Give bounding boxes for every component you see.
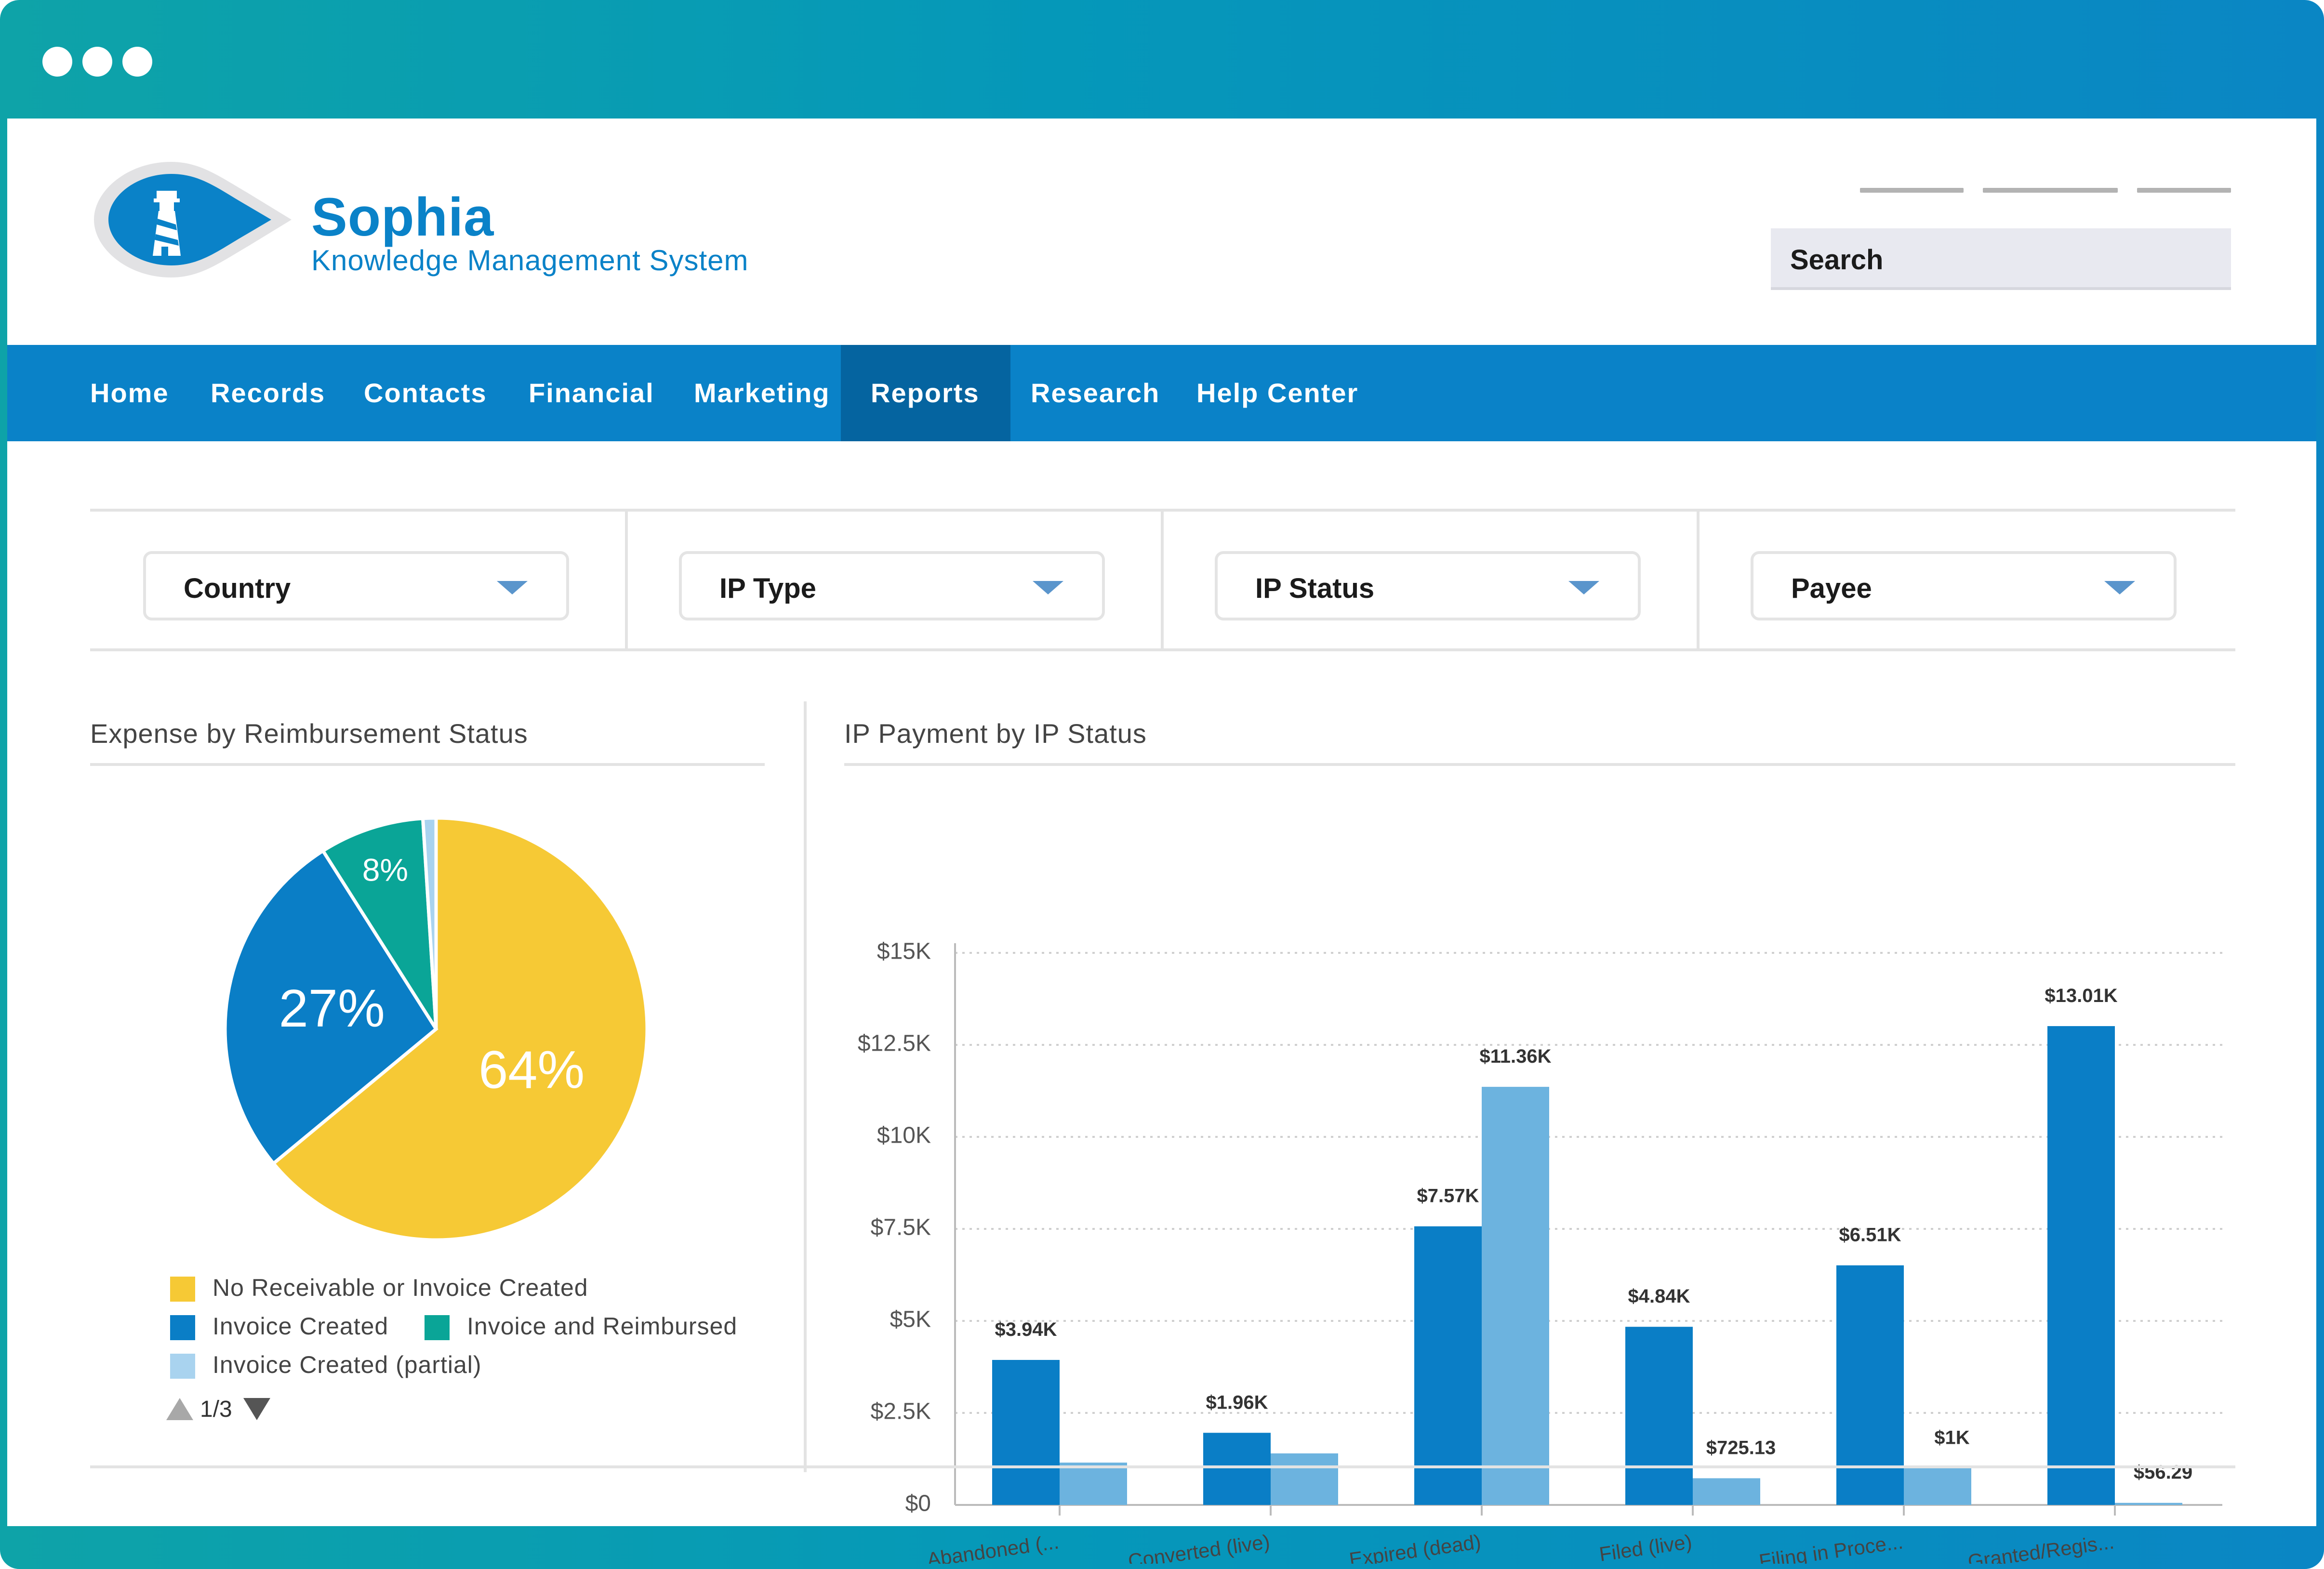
bar-primary[interactable]: [2047, 1026, 2115, 1505]
filter-divider: [1697, 512, 1700, 648]
filter-divider: [1161, 512, 1164, 648]
bar-value-label: $6.51K: [1839, 1225, 1901, 1246]
filter-divider: [625, 512, 628, 648]
y-tick-label: $7.5K: [871, 1215, 931, 1240]
country-dropdown[interactable]: Country: [143, 551, 569, 620]
nav-item-research[interactable]: Research: [1031, 378, 1160, 408]
brand-subtitle: Knowledge Management System: [311, 244, 749, 277]
dropdown-label: Payee: [1791, 573, 1872, 604]
dropdown-label: IP Type: [719, 573, 816, 604]
caret-down-icon: [2104, 581, 2135, 594]
nav-item-contacts[interactable]: Contacts: [364, 378, 487, 408]
pager-down-icon[interactable]: [243, 1398, 270, 1420]
y-tick-label: $0: [905, 1491, 931, 1516]
pie-slice-label: 27%: [279, 979, 385, 1038]
pie-slice-label: 8%: [362, 852, 408, 888]
bar-value-label: $7.57K: [1417, 1186, 1479, 1207]
search-input[interactable]: Search: [1771, 228, 2231, 290]
y-tick-label: $2.5K: [871, 1399, 931, 1424]
nav-item-reports[interactable]: Reports: [841, 345, 1010, 441]
pager-text: 1/3: [200, 1397, 232, 1422]
bar-value-label: $3.94K: [995, 1319, 1057, 1340]
bar-primary[interactable]: [1414, 1226, 1482, 1505]
legend-swatch: [170, 1277, 195, 1302]
ip-status-dropdown[interactable]: IP Status: [1215, 551, 1641, 620]
panel-divider: [804, 701, 807, 1472]
nav-item-marketing[interactable]: Marketing: [694, 378, 830, 408]
x-tick-label: Filed (live): [1598, 1530, 1693, 1564]
nav-item-home[interactable]: Home: [90, 378, 169, 408]
dropdown-label: Country: [184, 573, 291, 604]
bar-secondary[interactable]: [1482, 1087, 1549, 1505]
nav-item-help-center[interactable]: Help Center: [1196, 378, 1359, 408]
caret-down-icon: [497, 581, 528, 594]
pie-slice-label: 64%: [478, 1040, 584, 1099]
brand-title: Sophia: [311, 187, 494, 247]
ip-type-dropdown[interactable]: IP Type: [679, 551, 1105, 620]
header-link-placeholder[interactable]: [2137, 188, 2231, 193]
panel-rule: [90, 763, 765, 766]
legend-swatch: [170, 1315, 195, 1340]
window-dot-icon: [82, 47, 112, 77]
legend-item: No Receivable or Invoice Created: [212, 1274, 588, 1301]
legend-item: Invoice and Reimbursed: [467, 1313, 738, 1340]
pie-slice[interactable]: [271, 816, 649, 1242]
main-nav: Home Records Contacts Financial Marketin…: [7, 345, 2316, 441]
legend-swatch: [425, 1315, 450, 1340]
search-label: Search: [1790, 244, 1884, 276]
pie-slice[interactable]: [223, 848, 438, 1166]
nav-item-financial[interactable]: Financial: [529, 378, 654, 408]
bar-chart[interactable]: $0 $2.5K $5K $7.5K $10K $12.5K $15K $3.94K Aband…: [844, 803, 2242, 1564]
bar-secondary[interactable]: [1904, 1468, 1971, 1505]
y-tick-label: $10K: [877, 1123, 931, 1148]
header-link-placeholder[interactable]: [1860, 188, 1964, 193]
bar-secondary[interactable]: [1271, 1453, 1338, 1505]
bar-primary[interactable]: [992, 1359, 1060, 1505]
bar-value-label: $4.84K: [1628, 1286, 1690, 1307]
bar-value-label: $725.13: [1706, 1437, 1776, 1459]
legend-swatch: [170, 1354, 195, 1379]
bar-primary[interactable]: [1836, 1265, 1904, 1505]
caret-down-icon: [1568, 581, 1599, 594]
caret-down-icon: [1033, 581, 1063, 594]
legend-item: Invoice Created: [212, 1313, 389, 1340]
filter-bar: Country IP Type IP Status Payee: [90, 509, 2235, 651]
panel-rule: [844, 763, 2235, 766]
lighthouse-logo-icon[interactable]: [89, 157, 301, 321]
window-dot-icon: [122, 47, 152, 77]
y-tick-label: $12.5K: [858, 1031, 931, 1056]
x-tick-label: Granted/Regis...: [1966, 1530, 2115, 1564]
bar-secondary[interactable]: [1060, 1463, 1127, 1505]
dropdown-label: IP Status: [1255, 573, 1375, 604]
nav-item-records[interactable]: Records: [211, 378, 326, 408]
legend-item: Invoice Created (partial): [212, 1351, 482, 1378]
bar-value-label: $13.01K: [2045, 985, 2117, 1006]
y-tick-label: $5K: [890, 1307, 931, 1332]
bar-primary[interactable]: [1625, 1327, 1693, 1505]
x-tick-label: Filing in Proce...: [1758, 1530, 1905, 1564]
x-tick-label: Converted (live): [1127, 1530, 1271, 1564]
pie-slice[interactable]: [320, 817, 438, 1030]
bar-secondary[interactable]: [1693, 1478, 1760, 1505]
bar-value-label: $11.36K: [1479, 1046, 1551, 1067]
header-link-placeholder[interactable]: [1983, 188, 2118, 193]
pager-up-icon[interactable]: [166, 1398, 193, 1420]
x-tick-label: Expired (dead): [1348, 1530, 1482, 1564]
bar-value-label: $1.96K: [1206, 1392, 1268, 1413]
bar-value-label: $1K: [1934, 1427, 1969, 1449]
panel-bottom-rule: [90, 1465, 2235, 1468]
bar-primary[interactable]: [1203, 1433, 1271, 1505]
x-tick-label: Abandoned (...: [926, 1530, 1060, 1564]
bar-secondary[interactable]: [2115, 1503, 2182, 1505]
pie-panel-title: Expense by Reimbursement Status: [90, 718, 528, 749]
pie-chart[interactable]: 64% 27% 8%: [219, 812, 653, 1246]
window-dot-icon: [42, 47, 72, 77]
bar-panel-title: IP Payment by IP Status: [844, 718, 1147, 749]
y-tick-label: $15K: [877, 939, 931, 964]
pie-slice[interactable]: [421, 816, 438, 1029]
app-window: Sophia Knowledge Management System Searc…: [7, 119, 2316, 1564]
payee-dropdown[interactable]: Payee: [1751, 551, 2177, 620]
